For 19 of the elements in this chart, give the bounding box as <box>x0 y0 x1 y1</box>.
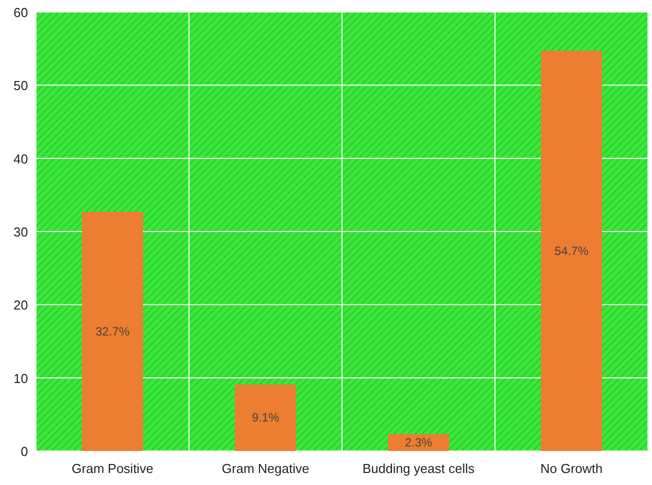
bar <box>234 384 296 451</box>
y-tick-label: 0 <box>20 444 28 459</box>
data-label: 54.7% <box>554 244 589 258</box>
data-label: 2.3% <box>404 436 432 450</box>
y-tick-label: 40 <box>14 151 28 166</box>
x-tick-label: Gram Negative <box>222 461 310 476</box>
bar <box>388 434 450 451</box>
x-tick-label: Gram Positive <box>72 461 154 476</box>
y-tick-label: 30 <box>14 224 28 240</box>
bar <box>540 50 602 451</box>
y-tick-label: 10 <box>14 370 28 386</box>
bar <box>82 212 144 451</box>
y-tick-label: 20 <box>14 298 28 313</box>
data-label: 32.7% <box>95 324 130 338</box>
x-tick-label: Budding yeast cells <box>362 461 476 476</box>
y-tick-label: 50 <box>14 78 28 94</box>
y-tick-label: 60 <box>14 5 28 20</box>
x-tick-label: No Growth <box>540 461 603 476</box>
data-label: 9.1% <box>252 410 280 425</box>
